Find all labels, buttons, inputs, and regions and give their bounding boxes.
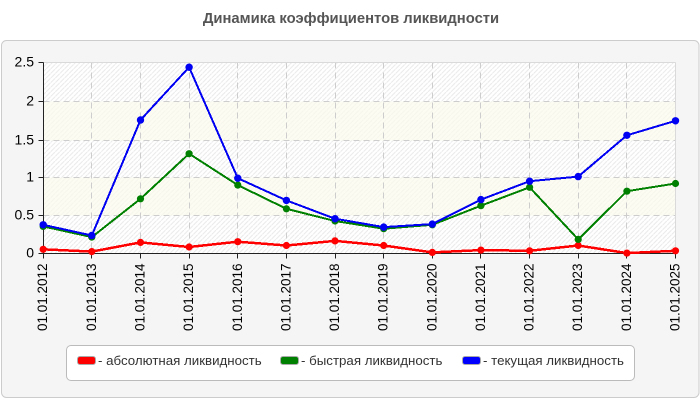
svg-text:1: 1: [26, 169, 34, 185]
svg-text:1.5: 1.5: [15, 132, 35, 148]
svg-text:01.01.2024: 01.01.2024: [619, 263, 634, 331]
svg-text:01.01.2021: 01.01.2021: [473, 263, 488, 331]
svg-text:01.01.2022: 01.01.2022: [522, 263, 537, 331]
svg-text:01.01.2018: 01.01.2018: [327, 263, 342, 331]
svg-text:01.01.2020: 01.01.2020: [424, 263, 439, 331]
svg-text:0: 0: [26, 245, 34, 261]
svg-text:01.01.2016: 01.01.2016: [230, 263, 245, 331]
svg-text:2.5: 2.5: [15, 54, 35, 70]
svg-text:01.01.2019: 01.01.2019: [376, 263, 391, 331]
svg-text:01.01.2015: 01.01.2015: [181, 263, 196, 331]
svg-text:0.5: 0.5: [15, 207, 35, 223]
svg-text:01.01.2012: 01.01.2012: [35, 263, 50, 331]
svg-text:01.01.2013: 01.01.2013: [84, 263, 99, 331]
svg-text:01.01.2025: 01.01.2025: [668, 263, 683, 331]
svg-text:01.01.2017: 01.01.2017: [278, 263, 293, 331]
svg-text:01.01.2014: 01.01.2014: [133, 263, 148, 331]
svg-text:01.01.2023: 01.01.2023: [570, 263, 585, 331]
svg-text:2: 2: [26, 93, 34, 109]
